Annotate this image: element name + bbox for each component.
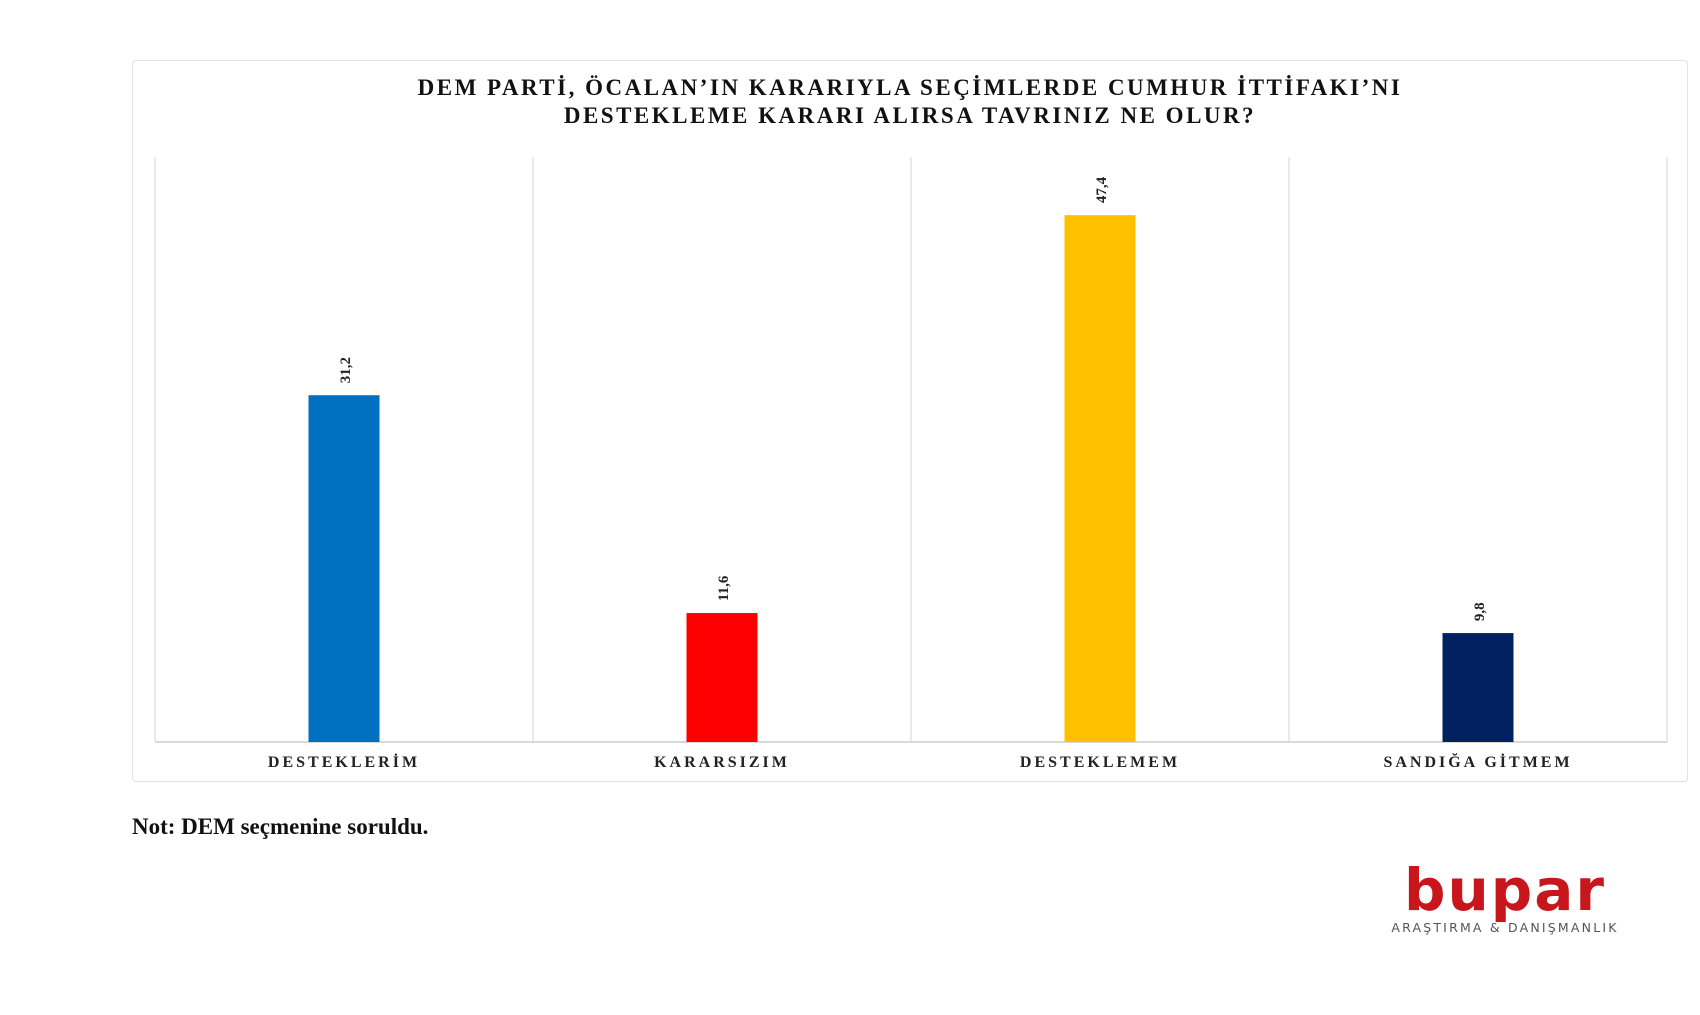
chart-title: DEM PARTİ, ÖCALAN’IN KARARIYLA SEÇİMLERD… <box>132 74 1688 130</box>
bupar-logo: bupar ARAŞTIRMA & DANIŞMANLIK <box>1391 862 1618 935</box>
chart-title-line-2: DESTEKLEME KARARI ALIRSA TAVRINIZ NE OLU… <box>563 103 1257 128</box>
data-label-3: 9,8 <box>1472 602 1488 621</box>
chart-title-line-1: DEM PARTİ, ÖCALAN’IN KARARIYLA SEÇİMLERD… <box>417 75 1403 100</box>
bar-2 <box>1064 215 1136 743</box>
bar-0 <box>308 395 380 742</box>
category-label-2: DESTEKLEMEM <box>1020 754 1180 771</box>
chart-frame <box>132 60 1688 782</box>
data-label-0: 31,2 <box>338 357 354 383</box>
data-label-2: 47,4 <box>1094 176 1110 203</box>
bar-3 <box>1442 633 1514 742</box>
category-label-0: DESTEKLERİM <box>268 752 420 771</box>
svg-text:bupar: bupar <box>1404 862 1606 924</box>
bar-1 <box>686 613 758 742</box>
category-label-3: SANDIĞA GİTMEM <box>1383 752 1572 771</box>
data-label-1: 11,6 <box>716 575 732 601</box>
footnote: Not: DEM seçmenine soruldu. <box>132 814 429 839</box>
svg-text:ARAŞTIRMA & DANIŞMANLIK: ARAŞTIRMA & DANIŞMANLIK <box>1391 920 1618 935</box>
category-label-1: KARARSIZIM <box>654 754 790 771</box>
